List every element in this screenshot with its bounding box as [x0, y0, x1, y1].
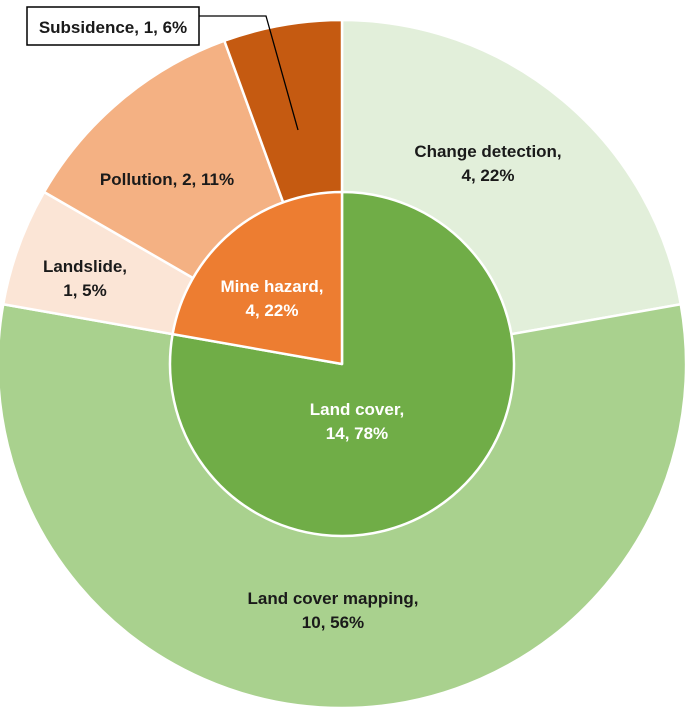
slice-mine-hazard	[171, 190, 344, 366]
labels: Change detection, 4, 22% Land cover mappin…	[43, 142, 562, 632]
label-change-detection-value: 4, 22%	[462, 166, 515, 185]
label-land-cover-value: 14, 78%	[326, 424, 388, 443]
label-subsidence: Subsidence, 1, 6%	[39, 18, 187, 37]
label-landslide-value: 1, 5%	[63, 281, 106, 300]
callout-leader-line	[199, 15, 299, 131]
label-landslide-name: Landslide,	[43, 257, 127, 276]
label-land-cover-mapping-value: 10, 56%	[302, 613, 364, 632]
label-land-cover-name: Land cover,	[310, 400, 404, 419]
label-mine-hazard-value: 4, 22%	[246, 301, 299, 320]
callouts: Subsidence, 1, 6%	[26, 6, 299, 131]
callout-box-subsidence	[26, 6, 200, 46]
label-pollution: Pollution, 2, 11%	[100, 170, 234, 189]
label-mine-hazard-name: Mine hazard,	[221, 277, 324, 296]
label-land-cover-mapping-name: Land cover mapping,	[248, 589, 419, 608]
label-change-detection-name: Change detection,	[414, 142, 561, 161]
inner-ring	[168, 190, 516, 538]
